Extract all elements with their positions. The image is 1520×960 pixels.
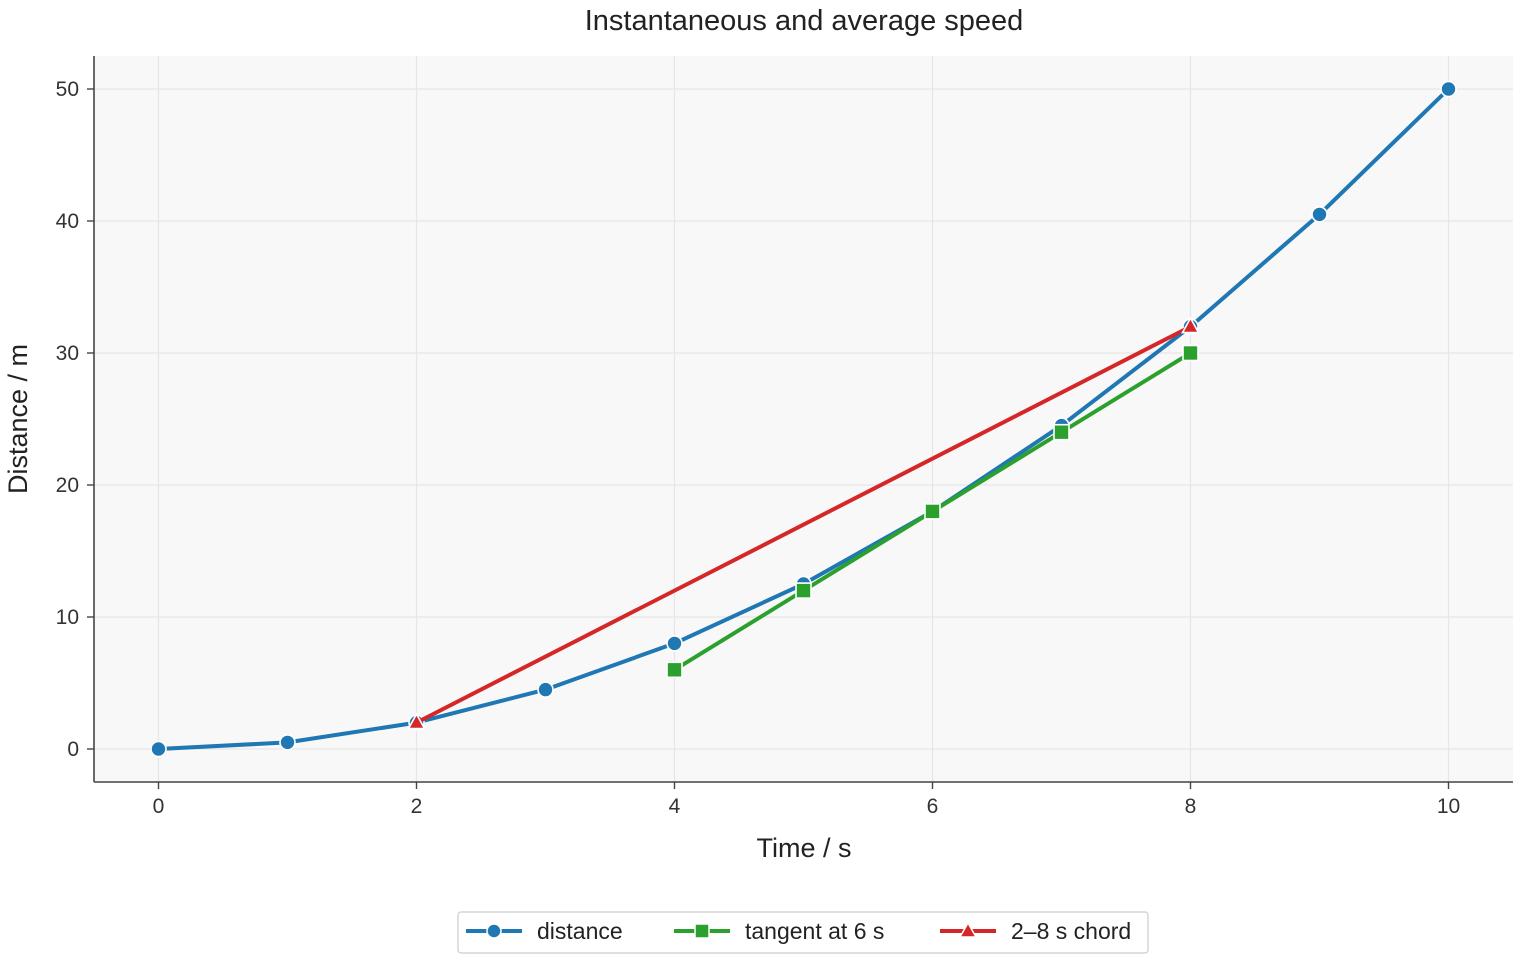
data-point-2-8-s-chord — [1181, 316, 1200, 334]
data-point-tangent-at-6-s — [1053, 423, 1070, 441]
x-tick-label: 2 — [411, 795, 423, 818]
x-tick-label: 4 — [669, 795, 681, 818]
legend: distance tangent at 6 s 2–8 s chord — [457, 911, 1149, 954]
data-point-distance — [666, 635, 683, 652]
legend-marker-chord — [958, 921, 978, 938]
y-ticks: 0 10 20 30 40 50 — [56, 78, 94, 761]
series-layer — [150, 80, 1457, 758]
legend-marker-tangent — [694, 923, 710, 939]
data-point-tangent-at-6-s — [924, 503, 941, 520]
data-point-distance — [150, 740, 167, 758]
legend-label-tangent: tangent at 6 s — [745, 918, 884, 944]
data-point-tangent-at-6-s — [1182, 344, 1199, 362]
data-point-tangent-at-6-s — [666, 661, 683, 679]
data-point-distance — [1311, 206, 1328, 223]
data-point-distance — [279, 734, 296, 751]
x-tick-label: 6 — [927, 795, 939, 818]
series-line-2-8-s-chord — [414, 324, 1193, 725]
x-axis-label: Time / s — [756, 833, 851, 863]
legend-item-chord: 2–8 s chord — [940, 918, 1131, 944]
y-tick-label: 0 — [67, 738, 79, 761]
y-tick-label: 20 — [56, 474, 79, 497]
legend-label-distance: distance — [537, 918, 623, 944]
y-tick-label: 40 — [56, 210, 79, 233]
series-2-8-s-chord — [407, 316, 1200, 730]
legend-item-tangent: tangent at 6 s — [674, 918, 884, 944]
grid — [94, 56, 1513, 782]
legend-item-distance: distance — [466, 918, 623, 944]
data-point-tangent-at-6-s — [795, 582, 812, 599]
y-tick-label: 50 — [56, 78, 79, 101]
data-point-distance — [537, 681, 554, 698]
x-ticks: 0 2 4 6 8 10 — [153, 782, 1460, 818]
data-point-2-8-s-chord — [407, 712, 426, 730]
legend-box — [457, 911, 1149, 954]
y-axis-label: Distance / m — [3, 344, 33, 494]
legend-marker-distance — [486, 923, 502, 939]
series-tangent-at-6-s — [666, 344, 1199, 679]
y-tick-label: 30 — [56, 342, 79, 365]
data-point-distance — [1440, 80, 1457, 98]
chart-title: Instantaneous and average speed — [585, 5, 1024, 37]
legend-label-chord: 2–8 s chord — [1011, 918, 1131, 944]
plot-area — [94, 56, 1513, 782]
x-tick-label: 8 — [1185, 795, 1197, 818]
y-tick-label: 10 — [56, 606, 79, 629]
x-tick-label: 10 — [1437, 795, 1460, 818]
axes — [93, 56, 1513, 783]
x-tick-label: 0 — [153, 795, 165, 818]
